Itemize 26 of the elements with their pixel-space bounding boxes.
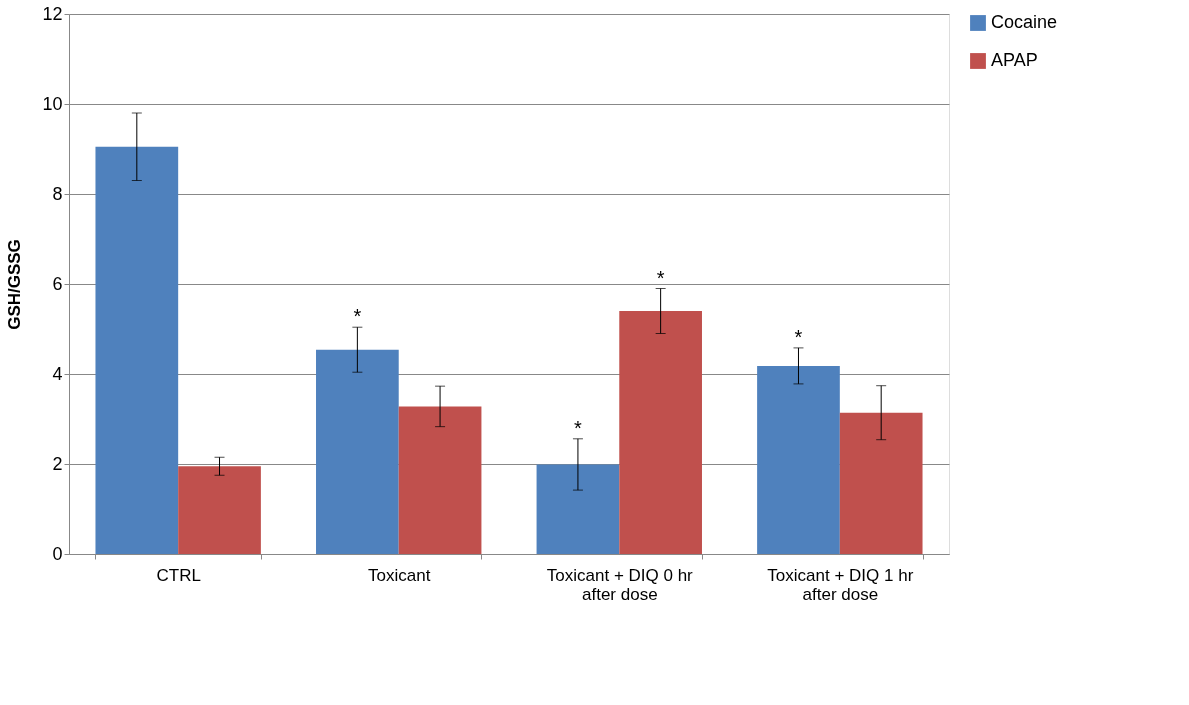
legend-label: APAP bbox=[991, 50, 1038, 70]
y-tick-label: 10 bbox=[42, 93, 63, 114]
bar bbox=[178, 466, 261, 554]
y-tick-label: 8 bbox=[52, 183, 63, 204]
y-tick-label: 2 bbox=[52, 453, 63, 474]
y-tick-label: 4 bbox=[52, 363, 63, 384]
x-tick-label: CTRL bbox=[156, 565, 201, 585]
y-tick-label: 0 bbox=[52, 543, 63, 564]
annotation: * bbox=[574, 416, 583, 439]
annotation: * bbox=[353, 305, 362, 328]
y-tick-label: 12 bbox=[42, 3, 63, 24]
bar bbox=[839, 412, 923, 554]
annotation: * bbox=[656, 266, 665, 289]
bar bbox=[536, 464, 620, 554]
annotation: * bbox=[794, 325, 803, 348]
x-tick-label: Toxicant + DIQ 0 hr after dose bbox=[546, 565, 694, 604]
bar bbox=[316, 349, 399, 554]
legend-label: Cocaine bbox=[991, 12, 1058, 32]
y-axis-title: GSH/GSSG bbox=[5, 239, 25, 330]
bar bbox=[619, 311, 702, 554]
bar bbox=[95, 146, 179, 554]
x-tick-label: Toxicant + DIQ 1 hr after dose bbox=[767, 565, 914, 604]
x-tick-label: Toxicant bbox=[368, 565, 431, 585]
bar bbox=[757, 365, 840, 554]
y-tick-label: 6 bbox=[52, 273, 63, 294]
bar bbox=[398, 406, 482, 554]
